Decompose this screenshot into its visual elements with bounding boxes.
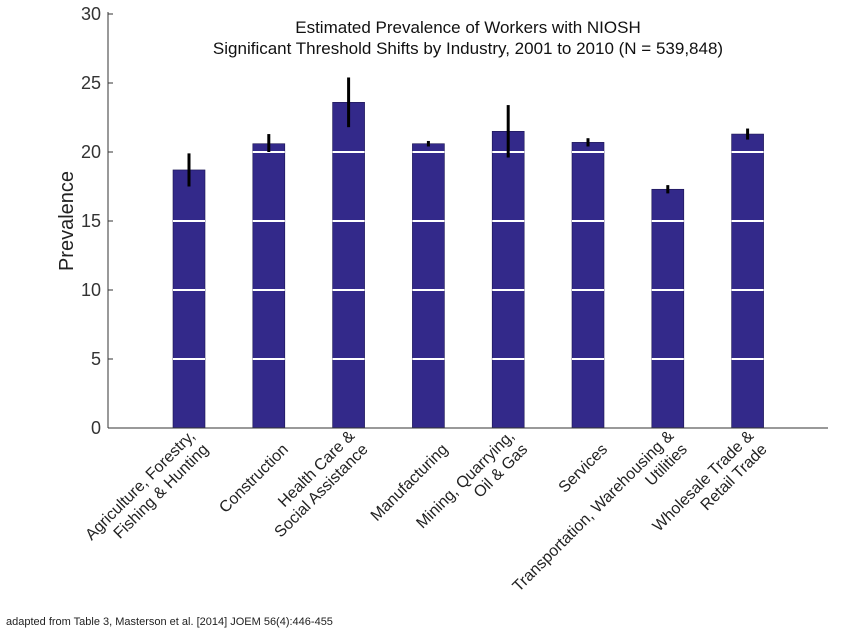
category-label-line: Services xyxy=(556,441,611,496)
y-tick-label: 15 xyxy=(81,211,101,231)
chart-title-line: Significant Threshold Shifts by Industry… xyxy=(213,39,723,58)
bar xyxy=(731,133,764,429)
source-note: adapted from Table 3, Masterson et al. [… xyxy=(6,616,333,628)
bar xyxy=(412,143,445,429)
y-tick-label: 0 xyxy=(91,418,101,438)
category-label-line: Agriculture, Forestry, xyxy=(82,428,198,544)
bar xyxy=(332,102,365,429)
y-tick-label: 5 xyxy=(91,349,101,369)
y-tick-label: 30 xyxy=(81,4,101,24)
chart-title: Estimated Prevalence of Workers with NIO… xyxy=(213,18,723,58)
bar xyxy=(252,143,286,429)
bar xyxy=(172,169,206,429)
bar xyxy=(571,142,605,429)
y-axis: 0 5 10 15 20 25 30 xyxy=(81,4,113,438)
category-label: Services xyxy=(556,441,611,496)
category-label: Agriculture, Forestry,Fishing & Hunting xyxy=(82,428,212,558)
y-tick-label: 10 xyxy=(81,280,101,300)
y-axis-label: Prevalence xyxy=(56,171,78,271)
chart-title-line: Estimated Prevalence of Workers with NIO… xyxy=(295,18,640,37)
bars xyxy=(172,77,764,429)
y-tick-label: 25 xyxy=(81,73,101,93)
bar xyxy=(651,188,685,429)
bar xyxy=(491,131,525,429)
category-label: Mining, Quarrying,Oil & Gas xyxy=(413,428,531,546)
category-labels: Agriculture, Forestry,Fishing & Hunting C… xyxy=(82,427,770,595)
y-tick-label: 20 xyxy=(81,142,101,162)
